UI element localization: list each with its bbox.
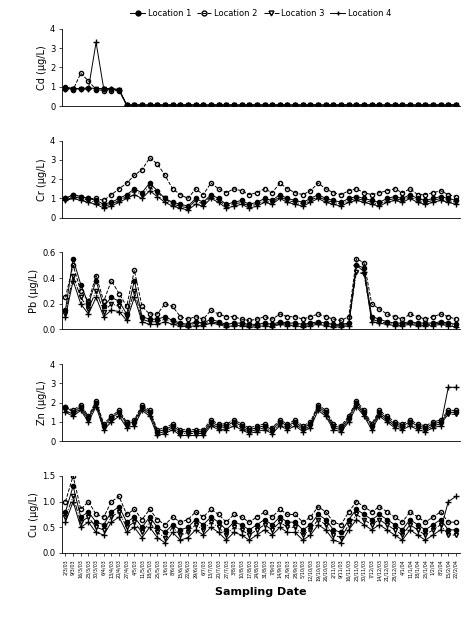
- X-axis label: Sampling Date: Sampling Date: [215, 587, 307, 597]
- Y-axis label: Zn (μg/L): Zn (μg/L): [37, 380, 47, 425]
- Y-axis label: Cu (μg/L): Cu (μg/L): [29, 492, 39, 537]
- Y-axis label: Cd (μg/L): Cd (μg/L): [37, 45, 47, 90]
- Y-axis label: Pb (μg/L): Pb (μg/L): [29, 269, 39, 313]
- Y-axis label: Cr (μg/L): Cr (μg/L): [37, 158, 47, 201]
- Legend: Location 1, Location 2, Location 3, Location 4: Location 1, Location 2, Location 3, Loca…: [127, 5, 394, 21]
